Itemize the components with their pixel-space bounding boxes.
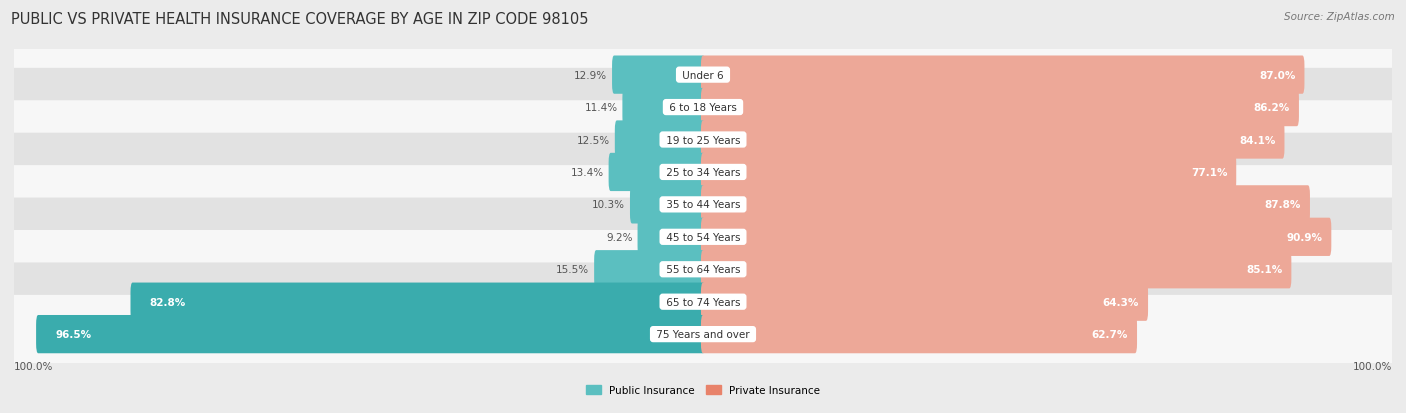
FancyBboxPatch shape — [702, 56, 1305, 95]
Text: 87.8%: 87.8% — [1264, 200, 1301, 210]
Text: 90.9%: 90.9% — [1286, 232, 1323, 242]
FancyBboxPatch shape — [37, 315, 704, 354]
FancyBboxPatch shape — [623, 89, 704, 127]
FancyBboxPatch shape — [614, 121, 704, 159]
FancyBboxPatch shape — [8, 295, 1398, 373]
Text: 15.5%: 15.5% — [557, 265, 589, 275]
Text: 55 to 64 Years: 55 to 64 Years — [662, 265, 744, 275]
FancyBboxPatch shape — [702, 89, 1299, 127]
FancyBboxPatch shape — [8, 198, 1398, 276]
Text: 11.4%: 11.4% — [585, 103, 617, 113]
Text: 86.2%: 86.2% — [1254, 103, 1289, 113]
FancyBboxPatch shape — [702, 283, 1149, 321]
FancyBboxPatch shape — [612, 56, 704, 95]
FancyBboxPatch shape — [8, 69, 1398, 147]
Text: PUBLIC VS PRIVATE HEALTH INSURANCE COVERAGE BY AGE IN ZIP CODE 98105: PUBLIC VS PRIVATE HEALTH INSURANCE COVER… — [11, 12, 589, 27]
Text: 64.3%: 64.3% — [1102, 297, 1139, 307]
Text: 82.8%: 82.8% — [150, 297, 186, 307]
Text: 10.3%: 10.3% — [592, 200, 626, 210]
Text: 45 to 54 Years: 45 to 54 Years — [662, 232, 744, 242]
Text: 85.1%: 85.1% — [1246, 265, 1282, 275]
Text: Source: ZipAtlas.com: Source: ZipAtlas.com — [1284, 12, 1395, 22]
Text: 65 to 74 Years: 65 to 74 Years — [662, 297, 744, 307]
FancyBboxPatch shape — [131, 283, 704, 321]
FancyBboxPatch shape — [609, 154, 704, 192]
FancyBboxPatch shape — [595, 251, 704, 289]
Text: Under 6: Under 6 — [679, 71, 727, 81]
FancyBboxPatch shape — [702, 121, 1285, 159]
FancyBboxPatch shape — [702, 186, 1310, 224]
FancyBboxPatch shape — [702, 154, 1236, 192]
FancyBboxPatch shape — [630, 186, 704, 224]
FancyBboxPatch shape — [8, 230, 1398, 309]
Text: 9.2%: 9.2% — [606, 232, 633, 242]
Text: 87.0%: 87.0% — [1260, 71, 1295, 81]
Text: 19 to 25 Years: 19 to 25 Years — [662, 135, 744, 145]
Text: 13.4%: 13.4% — [571, 168, 603, 178]
Text: 35 to 44 Years: 35 to 44 Years — [662, 200, 744, 210]
Legend: Public Insurance, Private Insurance: Public Insurance, Private Insurance — [581, 380, 825, 399]
FancyBboxPatch shape — [8, 263, 1398, 341]
Text: 75 Years and over: 75 Years and over — [652, 329, 754, 339]
Text: 100.0%: 100.0% — [1353, 361, 1392, 371]
Text: 12.5%: 12.5% — [576, 135, 610, 145]
FancyBboxPatch shape — [8, 133, 1398, 212]
Text: 12.9%: 12.9% — [574, 71, 607, 81]
Text: 6 to 18 Years: 6 to 18 Years — [666, 103, 740, 113]
FancyBboxPatch shape — [702, 218, 1331, 256]
FancyBboxPatch shape — [702, 315, 1137, 354]
FancyBboxPatch shape — [702, 251, 1291, 289]
Text: 25 to 34 Years: 25 to 34 Years — [662, 168, 744, 178]
FancyBboxPatch shape — [637, 218, 704, 256]
FancyBboxPatch shape — [8, 101, 1398, 179]
Text: 62.7%: 62.7% — [1091, 329, 1128, 339]
FancyBboxPatch shape — [8, 166, 1398, 244]
Text: 84.1%: 84.1% — [1239, 135, 1275, 145]
Text: 77.1%: 77.1% — [1191, 168, 1227, 178]
FancyBboxPatch shape — [8, 36, 1398, 114]
Text: 100.0%: 100.0% — [14, 361, 53, 371]
Text: 96.5%: 96.5% — [55, 329, 91, 339]
